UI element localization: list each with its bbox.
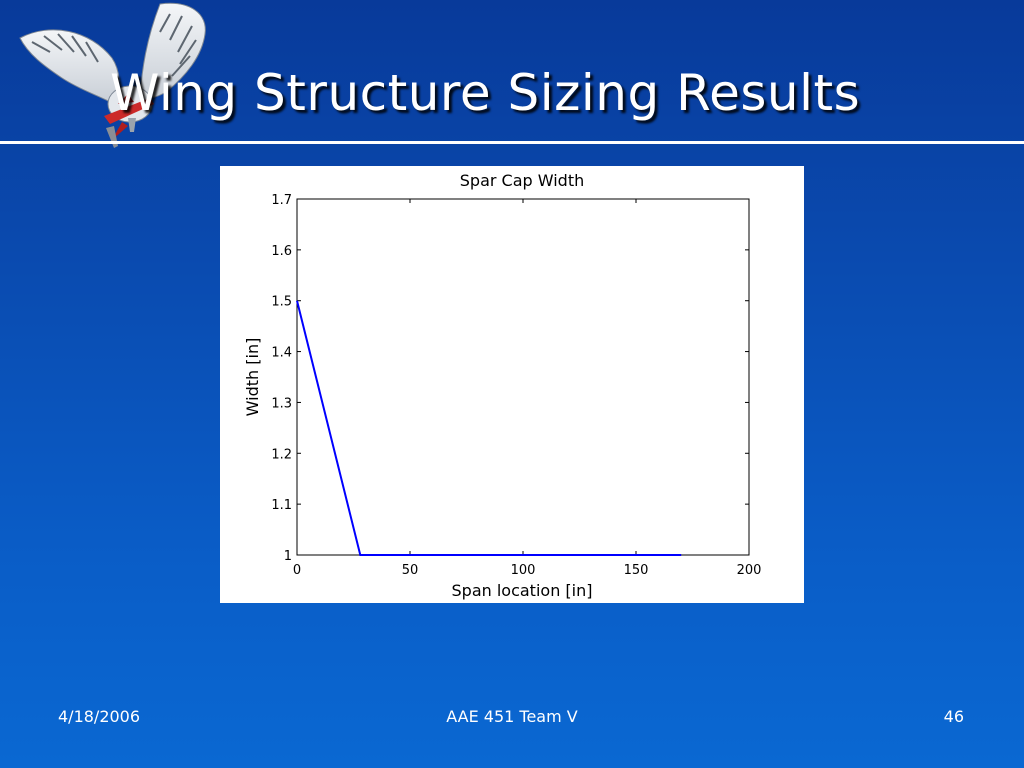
y-tick-label: 1.2 [271,447,292,462]
y-tick-label: 1.5 [271,295,292,310]
chart-title: Spar Cap Width [460,171,584,190]
footer-date: 4/18/2006 [58,707,141,726]
footer-page-number: 46 [943,707,964,726]
chart-panel: Spar Cap Width 1 1.1 1.2 1.3 1.4 1.5 1.6 1.7 0 5… [220,166,804,603]
footer-team: AAE 451 Team V [446,707,578,726]
slide-title: Wing Structure Sizing Results [110,64,861,122]
x-tick-label: 100 [511,563,536,578]
y-tick-label: 1.6 [271,244,292,259]
x-tick-label: 200 [737,563,762,578]
y-tick-label: 1 [284,549,292,564]
title-divider [0,141,1024,144]
x-tick-label: 0 [293,563,301,578]
x-tick-label: 50 [402,563,419,578]
series-line [296,300,682,556]
chart-series [296,300,682,556]
y-axis-label: Width [in] [243,338,262,417]
y-tick-label: 1.4 [271,346,292,361]
x-tick-label: 150 [624,563,649,578]
x-axis-label: Span location [in] [452,581,593,600]
y-tick-label: 1.3 [271,396,292,411]
y-tick-label: 1.1 [271,498,292,513]
spar-cap-width-chart: Spar Cap Width 1 1.1 1.2 1.3 1.4 1.5 1.6 1.7 0 5… [243,171,762,600]
owl-with-aircraft-icon [19,2,206,148]
plot-area [296,198,750,556]
y-tick-label: 1.7 [271,193,292,208]
y-axis: 1 1.1 1.2 1.3 1.4 1.5 1.6 1.7 [271,193,749,564]
x-axis: 0 50 100 150 200 [293,199,762,578]
